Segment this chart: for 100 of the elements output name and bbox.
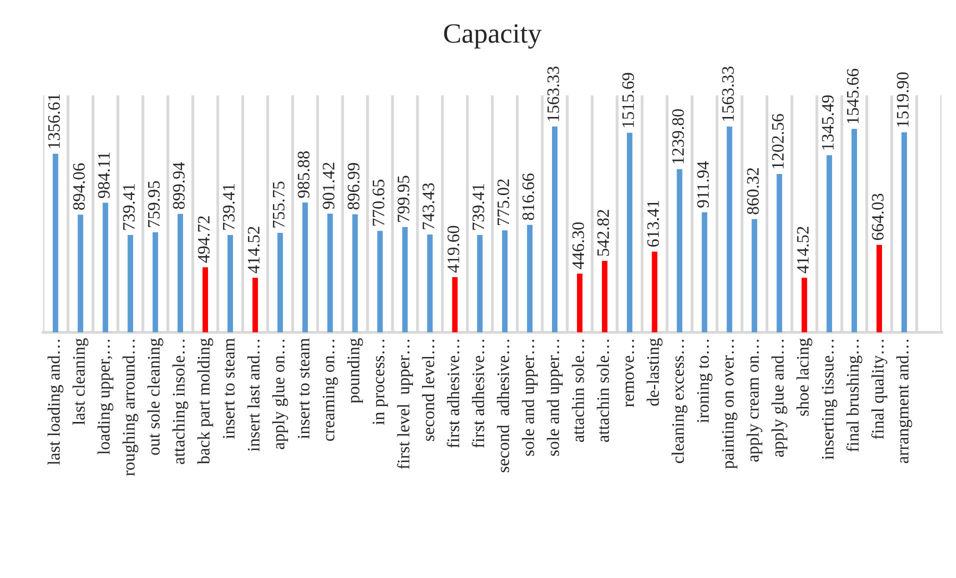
bar bbox=[726, 126, 732, 332]
x-tick-label: last loading and… bbox=[48, 340, 64, 465]
data-label: 1545.66 bbox=[846, 68, 859, 124]
data-label: 494.72 bbox=[198, 216, 210, 263]
data-label: 896.99 bbox=[348, 163, 360, 210]
x-tick-label: final quality… bbox=[871, 340, 888, 440]
bar bbox=[52, 154, 58, 332]
bar bbox=[128, 235, 134, 332]
bar bbox=[178, 214, 184, 332]
data-label: 419.60 bbox=[448, 226, 460, 273]
data-label: 542.82 bbox=[597, 210, 610, 256]
x-tick-label: arrangment and… bbox=[896, 340, 912, 464]
bar bbox=[252, 278, 258, 332]
data-label: 1519.90 bbox=[896, 72, 909, 127]
x-tick-label: de-lasting bbox=[646, 338, 662, 406]
x-tick-label: cleaning excess… bbox=[672, 340, 688, 464]
x-tick-label: first adhesive… bbox=[472, 340, 484, 448]
x-tick-label: apply cream on… bbox=[746, 340, 762, 462]
data-label: 1563.33 bbox=[722, 66, 734, 121]
bar bbox=[78, 214, 84, 332]
x-tick-label: attachin sole… bbox=[596, 340, 610, 442]
bar bbox=[402, 227, 408, 332]
data-label: 613.41 bbox=[647, 200, 660, 247]
bar bbox=[227, 235, 233, 332]
data-label: 799.95 bbox=[398, 176, 410, 222]
data-label: 1202.56 bbox=[772, 114, 784, 168]
x-tick-label: attachin sole… bbox=[572, 340, 584, 442]
data-label: 743.43 bbox=[422, 183, 434, 230]
data-label: 894.06 bbox=[73, 163, 85, 210]
bar bbox=[626, 132, 632, 332]
data-label: 414.52 bbox=[248, 226, 260, 274]
data-label: 414.52 bbox=[797, 226, 809, 274]
bar bbox=[702, 212, 708, 332]
bar bbox=[377, 230, 383, 332]
x-tick-label: back part molding bbox=[197, 338, 214, 464]
x-tick-label: apply glue on… bbox=[272, 340, 288, 450]
x-tick-label: second adhesive… bbox=[496, 340, 510, 472]
data-label: 770.65 bbox=[372, 180, 384, 226]
x-tick-label: shoe lacing bbox=[796, 338, 812, 416]
bar bbox=[552, 126, 558, 332]
x-tick-label: creaming on… bbox=[322, 340, 338, 441]
data-label: 755.75 bbox=[272, 182, 285, 228]
x-tick-label: in process… bbox=[372, 340, 388, 425]
data-label: 860.32 bbox=[747, 168, 759, 214]
x-tick-label: last cleaning bbox=[72, 338, 88, 425]
bar bbox=[202, 267, 208, 332]
bar bbox=[352, 214, 358, 332]
bar bbox=[802, 278, 808, 332]
bar bbox=[876, 244, 882, 332]
data-label: 911.94 bbox=[697, 161, 709, 208]
data-label: 759.95 bbox=[148, 181, 160, 227]
bar bbox=[277, 232, 283, 332]
data-label: 985.88 bbox=[298, 151, 310, 198]
bar bbox=[826, 155, 832, 332]
bar bbox=[852, 128, 858, 332]
x-tick-label: insert to steam bbox=[298, 338, 310, 439]
bar bbox=[776, 174, 782, 332]
chart-title: Capacity bbox=[444, 24, 542, 49]
data-label: 775.02 bbox=[497, 179, 510, 226]
bar bbox=[901, 132, 907, 332]
x-tick-label: loading upper,… bbox=[98, 340, 114, 455]
x-tick-label: attaching insole… bbox=[172, 340, 188, 464]
x-tick-label: remove… bbox=[626, 340, 634, 407]
bar bbox=[652, 252, 658, 332]
x-tick-label: ironing to… bbox=[697, 340, 712, 423]
data-label: 901.42 bbox=[322, 162, 335, 209]
data-label: 739.41 bbox=[222, 184, 235, 230]
bar bbox=[676, 169, 682, 332]
bar bbox=[102, 202, 108, 332]
x-tick-label: painting on over… bbox=[722, 340, 738, 469]
data-label: 739.41 bbox=[123, 184, 135, 230]
bar bbox=[327, 214, 333, 332]
bar bbox=[152, 232, 158, 332]
x-tick-label: first adhesive… bbox=[446, 340, 460, 448]
data-label: 446.30 bbox=[572, 222, 584, 270]
bar bbox=[452, 277, 458, 332]
x-tick-label: insert last and… bbox=[247, 340, 260, 452]
x-tick-label: roughing arround… bbox=[122, 340, 138, 476]
x-tick-label: insert to steam bbox=[222, 338, 235, 439]
data-label: 816.66 bbox=[522, 173, 534, 220]
data-label: 899.94 bbox=[172, 162, 185, 210]
bar bbox=[302, 202, 308, 332]
data-label: 664.03 bbox=[872, 194, 884, 240]
bar bbox=[527, 224, 533, 332]
x-tick-label: inserting tissue… bbox=[822, 340, 838, 460]
bar bbox=[477, 235, 483, 332]
x-tick-label: first level upper… bbox=[397, 340, 413, 469]
bar bbox=[502, 230, 508, 332]
data-label: 1345.49 bbox=[822, 95, 834, 150]
x-tick-label: sole and upper… bbox=[522, 340, 538, 456]
x-tick-label: second level… bbox=[422, 340, 434, 441]
bar bbox=[427, 234, 433, 332]
x-tick-label: pounding bbox=[347, 338, 363, 404]
data-label: 984.11 bbox=[98, 152, 110, 198]
bar bbox=[576, 274, 582, 332]
x-tick-label: apply glue and… bbox=[772, 340, 788, 457]
data-label: 1239.80 bbox=[672, 109, 684, 164]
data-label: 1515.69 bbox=[622, 72, 634, 128]
x-tick-label: out sole cleaning bbox=[147, 338, 164, 455]
bar bbox=[602, 260, 608, 332]
